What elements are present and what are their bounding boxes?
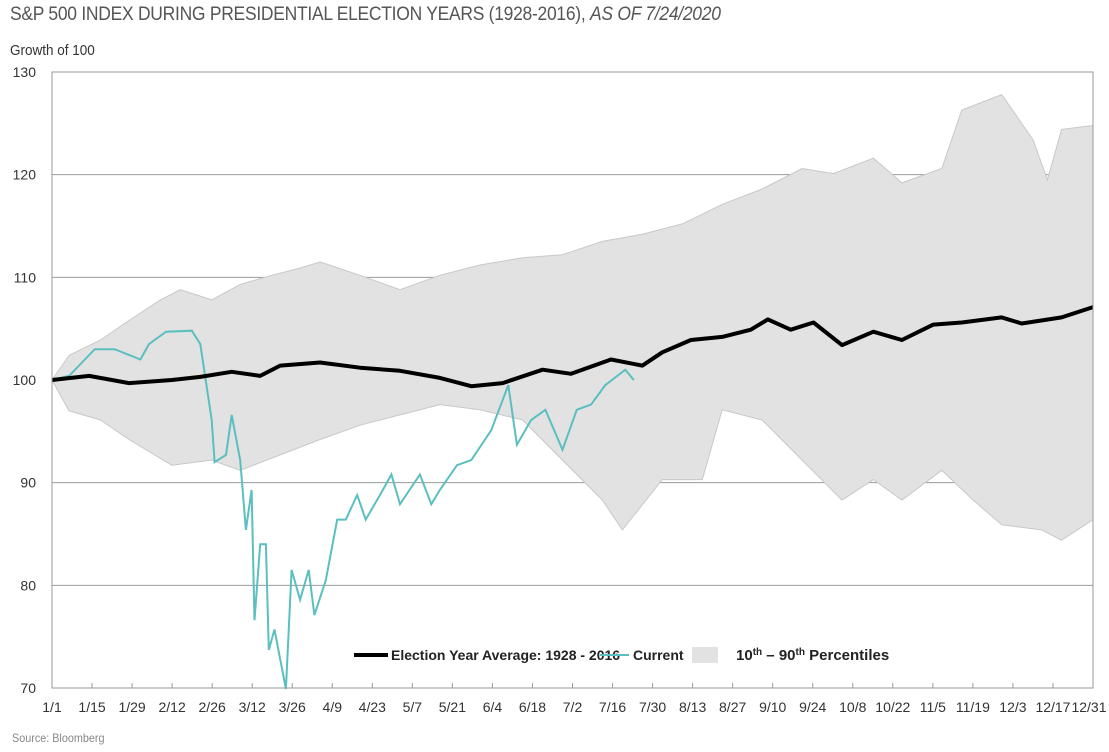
x-tick-label: 6/4	[483, 699, 503, 715]
y-tick-label: 100	[13, 372, 37, 388]
x-tick-label: 5/21	[439, 699, 466, 715]
x-tick-label: 1/29	[118, 699, 145, 715]
x-tick-label: 1/1	[42, 699, 62, 715]
percentile-band	[51, 93, 1094, 541]
source-note: Source: Bloomberg	[12, 731, 105, 745]
y-tick-label: 130	[13, 64, 37, 80]
x-tick-label: 3/12	[239, 699, 266, 715]
legend: Election Year Average: 1928 - 2016 Curre…	[354, 647, 889, 664]
legend-average-label: Election Year Average: 1928 - 2016	[391, 647, 620, 663]
x-tick-label: 3/26	[279, 699, 306, 715]
y-tick-label: 80	[20, 577, 36, 593]
y-axis-label: Growth of 100	[10, 42, 95, 59]
x-tick-label: 6/18	[519, 699, 546, 715]
x-tick-label: 9/10	[759, 699, 786, 715]
legend-band-label: 10th – 90th Percentiles	[736, 647, 889, 664]
y-tick-label: 110	[14, 269, 37, 285]
x-tick-label: 2/26	[199, 699, 226, 715]
x-tick-label: 11/19	[956, 699, 990, 715]
title-date: AS OF 7/24/2020	[590, 4, 721, 25]
x-tick-label: 7/2	[563, 699, 583, 715]
y-tick-label: 90	[20, 475, 36, 491]
legend-current-label: Current	[633, 647, 684, 663]
x-tick-label: 5/7	[403, 699, 423, 715]
chart-title: S&P 500 INDEX DURING PRESIDENTIAL ELECTI…	[10, 4, 721, 26]
average-line	[51, 305, 1094, 389]
x-tick-label: 1/15	[78, 699, 105, 715]
x-tick-label: 4/23	[359, 699, 386, 715]
y-tick-label: 120	[13, 167, 37, 183]
x-tick-label: 10/22	[875, 699, 910, 715]
x-tick-label: 7/30	[639, 699, 666, 715]
x-tick-label: 12/31	[1071, 699, 1106, 715]
x-tick-label: 8/27	[719, 699, 746, 715]
title-main: S&P 500 INDEX DURING PRESIDENTIAL ELECTI…	[10, 4, 586, 25]
legend-band-swatch	[692, 647, 718, 663]
x-tick-label: 12/3	[999, 699, 1026, 715]
x-tick-label: 7/16	[599, 699, 626, 715]
x-tick-label: 11/5	[920, 699, 946, 715]
x-tick-label: 2/12	[158, 699, 185, 715]
current-line	[51, 329, 635, 690]
x-tick-label: 4/9	[323, 699, 343, 715]
x-tick-label: 8/13	[679, 699, 706, 715]
x-tick-label: 9/24	[799, 699, 826, 715]
x-tick-label: 10/8	[839, 699, 866, 715]
x-tick-label: 12/17	[1035, 699, 1070, 715]
y-tick-label: 70	[20, 680, 36, 696]
